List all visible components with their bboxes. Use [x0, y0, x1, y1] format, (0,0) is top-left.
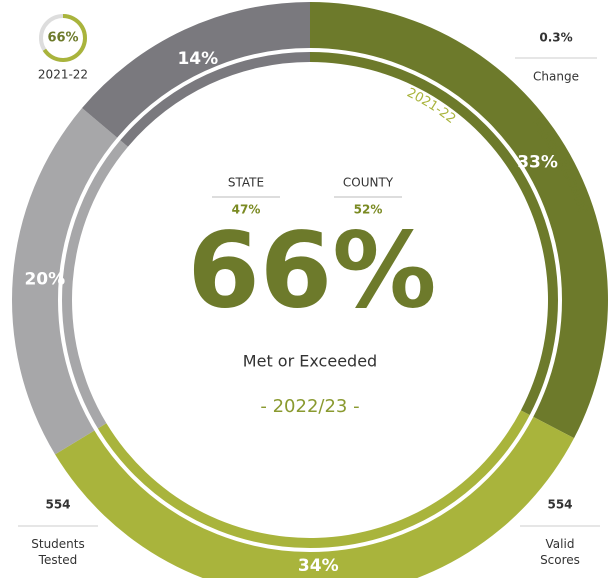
state-value: 47% — [232, 203, 261, 217]
students-tested-name: Students Tested — [31, 537, 85, 567]
valid-scores-box: Valid Scores — [540, 537, 580, 567]
students-tested-box: Students Tested — [31, 537, 85, 567]
caption: Met or Exceeded — [243, 352, 377, 371]
state-name: STATE — [228, 176, 264, 190]
previous-arc — [42, 14, 87, 62]
donut-segment — [55, 410, 575, 578]
donut — [11, 2, 608, 578]
segment-label: 14% — [177, 49, 218, 69]
segment-label: 33% — [517, 152, 558, 172]
donut-segment — [82, 2, 310, 147]
county-name: COUNTY — [343, 176, 394, 190]
year: - 2022/23 - — [260, 396, 359, 417]
valid-scores-value: 554 — [547, 498, 572, 512]
ring-separator — [58, 48, 562, 552]
valid-scores-name: Valid Scores — [540, 537, 580, 567]
students-tested-value: 554 — [45, 498, 70, 512]
change-value: 0.3% — [539, 31, 572, 45]
donut-segment — [310, 2, 608, 439]
previous-value: 66% — [47, 31, 78, 46]
donut-segment — [11, 108, 128, 455]
segment-label: 34% — [298, 556, 339, 576]
change-name: Change — [533, 70, 579, 84]
center-value: 66% — [188, 209, 437, 331]
segment-label: 20% — [24, 269, 65, 289]
previous-year: 2021-22 — [38, 68, 88, 82]
county-value: 52% — [354, 203, 383, 217]
